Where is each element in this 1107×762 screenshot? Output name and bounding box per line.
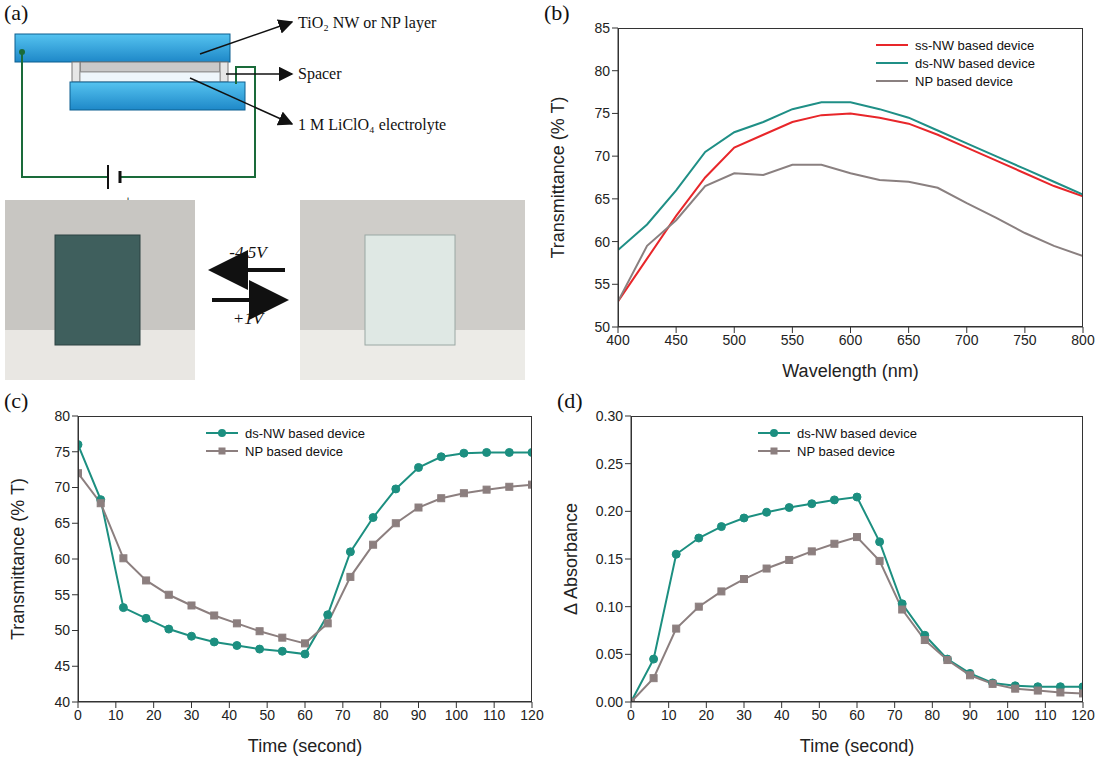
html-text:ss-NW based device: ss-NW based device <box>915 37 1035 53</box>
svg-text:0.30: 0.30 <box>596 408 623 424</box>
svg-text:650: 650 <box>897 332 921 348</box>
svg-text:50: 50 <box>812 707 828 723</box>
svg-text:0.15: 0.15 <box>596 551 623 567</box>
html-text:NP based device: NP based device <box>245 443 343 459</box>
svg-text:1 M LiClO₄ electrolyte: 1 M LiClO₄ electrolyte <box>298 116 446 134</box>
svg-text:Time (second): Time (second) <box>248 736 362 756</box>
svg-text:Wavelength (nm): Wavelength (nm) <box>782 361 918 381</box>
html-text:ds-NW based device: ds-NW based device <box>915 55 1035 71</box>
svg-text:70: 70 <box>594 148 610 164</box>
svg-text:60: 60 <box>849 707 865 723</box>
svg-text:0: 0 <box>627 707 635 723</box>
svg-text:0.00: 0.00 <box>596 694 623 710</box>
svg-text:70: 70 <box>54 479 70 495</box>
svg-text:30: 30 <box>736 707 752 723</box>
svg-text:600: 600 <box>839 332 863 348</box>
svg-text:Δ Absorbance: Δ Absorbance <box>561 503 581 615</box>
svg-text:Transmittance (% T): Transmittance (% T) <box>8 478 28 640</box>
svg-text:55: 55 <box>594 276 610 292</box>
svg-text:30: 30 <box>184 707 200 723</box>
svg-text:500: 500 <box>723 332 747 348</box>
svg-text:50: 50 <box>54 622 70 638</box>
html-text:NP based device: NP based device <box>915 73 1013 89</box>
svg-text:-4.5V: -4.5V <box>229 243 269 262</box>
svg-text:100: 100 <box>996 707 1020 723</box>
svg-text:75: 75 <box>54 444 70 460</box>
svg-text:Time (second): Time (second) <box>800 736 914 756</box>
html-text:NP based device: NP based device <box>797 443 895 459</box>
html-text:(c): (c) <box>4 388 29 413</box>
svg-text:0.05: 0.05 <box>596 646 623 662</box>
svg-text:50: 50 <box>259 707 275 723</box>
html-text:(b): (b) <box>544 0 570 25</box>
svg-text:60: 60 <box>54 551 70 567</box>
svg-text:70: 70 <box>887 707 903 723</box>
svg-text:+1V: +1V <box>233 309 266 328</box>
svg-text:40: 40 <box>222 707 238 723</box>
svg-text:20: 20 <box>699 707 715 723</box>
svg-text:800: 800 <box>1071 332 1095 348</box>
svg-text:60: 60 <box>594 234 610 250</box>
svg-text:80: 80 <box>925 707 941 723</box>
svg-text:90: 90 <box>962 707 978 723</box>
svg-text:0.20: 0.20 <box>596 503 623 519</box>
svg-text:80: 80 <box>594 63 610 79</box>
svg-text:50: 50 <box>594 319 610 335</box>
svg-text:120: 120 <box>520 707 544 723</box>
svg-text:120: 120 <box>1071 707 1095 723</box>
svg-text:100: 100 <box>445 707 469 723</box>
svg-text:80: 80 <box>373 707 389 723</box>
svg-text:110: 110 <box>1034 707 1057 723</box>
svg-text:(a): (a) <box>4 0 28 25</box>
svg-text:700: 700 <box>955 332 979 348</box>
svg-text:Transmittance (% T): Transmittance (% T) <box>548 96 568 258</box>
svg-text:10: 10 <box>661 707 677 723</box>
svg-text:70: 70 <box>335 707 351 723</box>
svg-text:90: 90 <box>411 707 427 723</box>
svg-text:85: 85 <box>594 20 610 36</box>
svg-text:550: 550 <box>781 332 805 348</box>
svg-text:60: 60 <box>297 707 313 723</box>
svg-text:0: 0 <box>74 707 82 723</box>
svg-text:40: 40 <box>54 694 70 710</box>
svg-text:45: 45 <box>54 658 70 674</box>
svg-text:TiO₂ NW or NP layer: TiO₂ NW or NP layer <box>298 14 437 32</box>
svg-text:80: 80 <box>54 408 70 424</box>
svg-text:110: 110 <box>483 707 506 723</box>
svg-text:450: 450 <box>664 332 688 348</box>
svg-text:400: 400 <box>606 331 630 348</box>
svg-text:10: 10 <box>108 707 124 723</box>
svg-text:40: 40 <box>774 707 790 723</box>
svg-text:750: 750 <box>1013 332 1037 348</box>
html-text:ds-NW based device: ds-NW based device <box>245 425 365 441</box>
svg-text:0.10: 0.10 <box>596 599 623 615</box>
svg-text:55: 55 <box>54 587 70 603</box>
svg-text:65: 65 <box>54 515 70 531</box>
svg-text:Spacer: Spacer <box>298 65 342 83</box>
svg-text:0.25: 0.25 <box>596 456 623 472</box>
svg-text:65: 65 <box>594 191 610 207</box>
html-text:(d): (d) <box>557 388 583 413</box>
svg-text:20: 20 <box>146 707 162 723</box>
html-text:ds-NW based device: ds-NW based device <box>797 425 917 441</box>
svg-text:75: 75 <box>594 105 610 121</box>
